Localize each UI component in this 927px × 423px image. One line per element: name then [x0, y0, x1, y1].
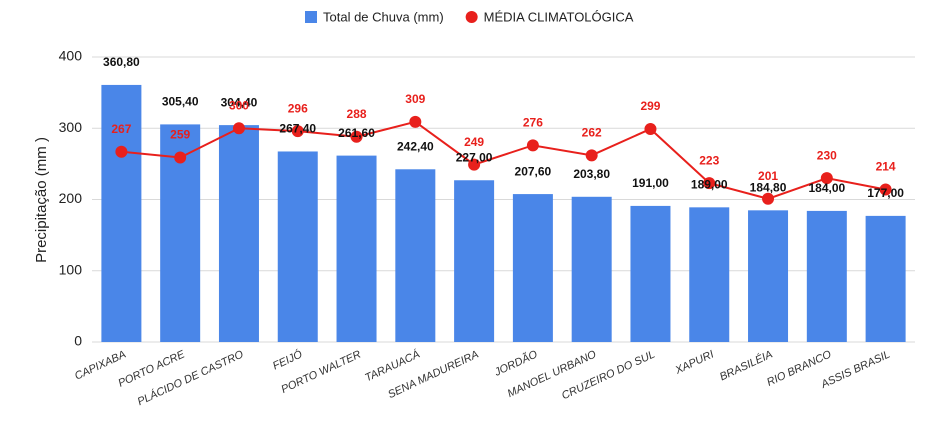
data-label: 230 — [817, 148, 837, 162]
point — [409, 115, 422, 128]
data-label: 262 — [582, 125, 602, 139]
x-tick-label: FEIJÓ — [271, 347, 305, 372]
data-label: 360,80 — [103, 55, 140, 69]
point — [762, 192, 775, 205]
data-label: 267,40 — [279, 122, 316, 136]
data-label: 276 — [523, 116, 543, 130]
point — [703, 177, 716, 190]
data-label: 300 — [229, 98, 249, 112]
data-label: 267 — [111, 122, 131, 136]
point — [585, 149, 598, 162]
bar — [336, 155, 377, 342]
bar — [512, 194, 553, 342]
data-label: 249 — [464, 135, 484, 149]
legend-label: Total de Chuva (mm) — [323, 9, 444, 24]
y-tick-label: 200 — [59, 190, 83, 206]
data-label: 191,00 — [632, 176, 669, 190]
bar — [865, 215, 906, 342]
bar — [748, 210, 789, 342]
bar — [630, 205, 671, 342]
point — [232, 122, 245, 135]
data-label: 242,40 — [397, 139, 434, 153]
data-label: 184,00 — [808, 181, 845, 195]
legend-swatch — [465, 11, 478, 23]
point — [644, 122, 657, 135]
y-tick-label: 300 — [59, 119, 83, 135]
x-tick-label: XAPURI — [673, 348, 716, 377]
data-label: 227,00 — [456, 150, 493, 164]
point — [115, 145, 128, 158]
x-tick-label: PLÁCIDO DE CASTRO — [135, 347, 246, 408]
point — [350, 130, 363, 143]
data-label: 259 — [170, 128, 190, 142]
y-tick-label: 0 — [74, 333, 82, 349]
point — [174, 151, 187, 164]
data-label: 223 — [699, 153, 719, 167]
line — [121, 120, 886, 200]
data-label: 203,80 — [573, 167, 610, 181]
legend-label: MÉDIA CLIMATOLÓGICA — [484, 9, 634, 24]
x-tick-label: JORDÃO — [491, 347, 539, 379]
data-label: 207,60 — [515, 164, 552, 178]
bar — [395, 169, 436, 342]
y-axis-label: Precipitação (mm ) — [33, 137, 50, 263]
y-tick-label: 400 — [59, 48, 83, 64]
data-label: 214 — [876, 160, 896, 174]
bar — [806, 210, 847, 342]
point — [879, 183, 892, 196]
bar — [454, 180, 495, 342]
data-label: 177,00 — [867, 186, 904, 200]
data-label: 201 — [758, 169, 778, 183]
bar — [571, 196, 612, 342]
point — [526, 139, 539, 152]
data-label: 184,80 — [750, 181, 787, 195]
data-label: 299 — [640, 99, 660, 113]
point — [468, 158, 481, 171]
bar — [218, 125, 259, 343]
data-label: 189,00 — [691, 178, 728, 192]
point — [291, 125, 304, 138]
bar — [101, 84, 142, 343]
data-label: 288 — [347, 107, 367, 121]
data-label: 305,40 — [162, 95, 199, 109]
y-tick-label: 100 — [59, 261, 83, 277]
data-label: 304,40 — [221, 95, 258, 109]
bar — [277, 151, 318, 342]
data-label: 296 — [288, 101, 308, 115]
bar — [689, 207, 730, 342]
legend-swatch — [305, 11, 317, 23]
data-label: 309 — [405, 92, 425, 106]
point — [820, 172, 833, 185]
data-label: 261,60 — [338, 126, 375, 140]
